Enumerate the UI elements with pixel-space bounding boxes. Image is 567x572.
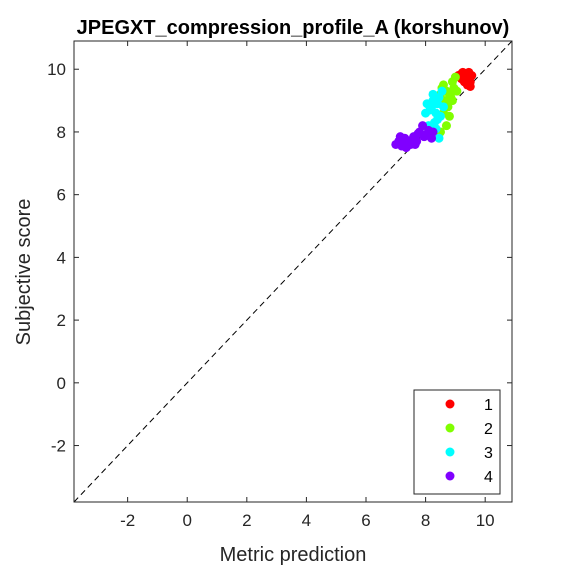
data-point — [450, 72, 460, 82]
x-tick-label: 8 — [421, 511, 430, 530]
identity-reference-line — [73, 40, 513, 503]
data-point — [428, 127, 438, 137]
x-axis-label: Metric prediction — [220, 544, 367, 566]
x-tick-label: 6 — [361, 511, 370, 530]
legend: 1 2 3 4 — [413, 389, 501, 495]
data-point — [401, 143, 411, 153]
legend-box — [413, 389, 501, 495]
legend-label: 2 — [484, 421, 493, 438]
data-point — [441, 121, 451, 131]
data-point — [444, 111, 454, 121]
data-point — [437, 86, 447, 96]
y-tick-label: 2 — [57, 311, 66, 330]
x-tick-label: 10 — [476, 511, 495, 530]
data-point — [428, 89, 438, 99]
chart-title: JPEGXT_compression_profile_A (korshunov) — [77, 17, 510, 39]
x-tick-label: 0 — [182, 511, 191, 530]
data-point — [433, 114, 443, 124]
data-point — [421, 108, 431, 118]
x-tick-label: 4 — [302, 511, 311, 530]
legend-label: 1 — [484, 397, 493, 414]
y-tick-label: 8 — [57, 123, 66, 142]
series-1 — [453, 67, 477, 91]
data-point — [461, 75, 471, 85]
y-tick-label: -2 — [51, 437, 66, 456]
x-tick-label: -2 — [120, 511, 135, 530]
data-point — [434, 133, 444, 143]
y-tick-label: 0 — [57, 374, 66, 393]
legend-marker — [445, 471, 455, 481]
y-tick-label: 4 — [57, 248, 66, 267]
data-point — [395, 132, 405, 142]
legend-marker — [445, 447, 455, 457]
data-point — [452, 86, 462, 96]
data-point — [419, 132, 429, 142]
y-tick-label: 10 — [47, 60, 66, 79]
series-4 — [391, 121, 438, 153]
data-point — [447, 96, 457, 106]
data-point — [465, 81, 475, 91]
legend-label: 3 — [484, 445, 493, 462]
legend-marker — [445, 423, 455, 433]
x-tick-label: 2 — [242, 511, 251, 530]
legend-marker — [445, 399, 455, 409]
legend-label: 4 — [484, 469, 493, 486]
y-axis-label: Subjective score — [13, 199, 35, 346]
plot-area: -2 0 2 4 6 8 10 -2 0 2 4 6 8 10 — [47, 40, 513, 530]
axes-box — [73, 40, 513, 503]
data-point — [410, 139, 420, 149]
data-point — [438, 102, 448, 112]
y-tick-label: 6 — [57, 186, 66, 205]
